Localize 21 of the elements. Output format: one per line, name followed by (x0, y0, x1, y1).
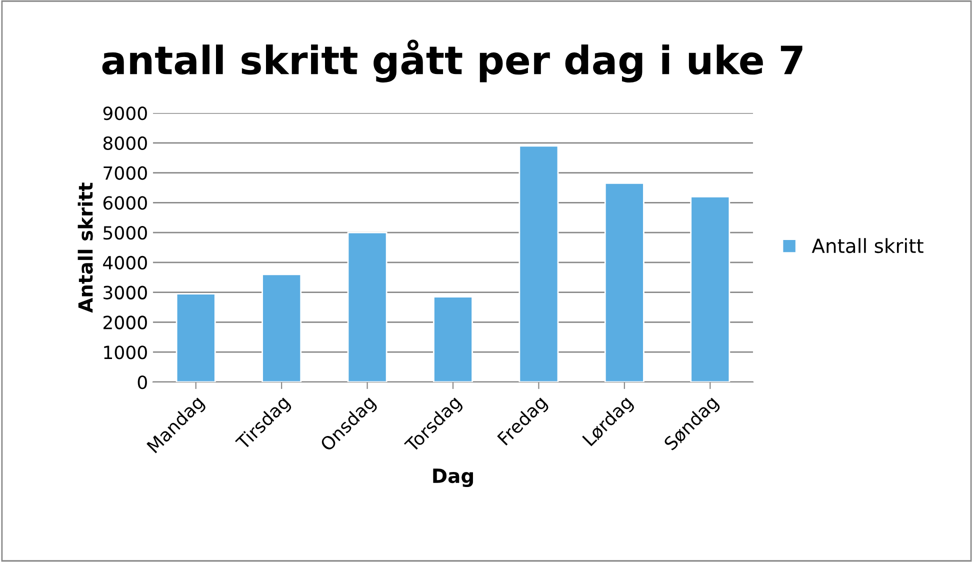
bar (433, 296, 473, 382)
y-tick-label: 6000 (103, 196, 147, 210)
y-tick-label: 7000 (104, 166, 147, 180)
y-axis-title: Antall skritt (78, 182, 93, 313)
x-axis-title: Dag (433, 468, 473, 488)
bar (690, 196, 730, 382)
chart-title: antall skritt gått per dag i uke 7 (102, 40, 802, 83)
y-tick-label: 2000 (104, 316, 147, 330)
y-tick-label: 0 (138, 375, 147, 390)
y-tick-label: 3000 (104, 286, 147, 300)
bar (518, 145, 559, 382)
y-tick-label: 1000 (104, 346, 147, 360)
y-tick-label: 4000 (103, 256, 147, 270)
bar (262, 274, 302, 382)
bar (347, 232, 388, 382)
bar (176, 293, 216, 382)
legend-label: Antall skritt (812, 238, 924, 254)
bar (604, 182, 644, 382)
y-tick-label: 9000 (103, 106, 147, 120)
y-tick-label: 5000 (104, 226, 147, 240)
y-tick-label: 8000 (103, 136, 147, 150)
